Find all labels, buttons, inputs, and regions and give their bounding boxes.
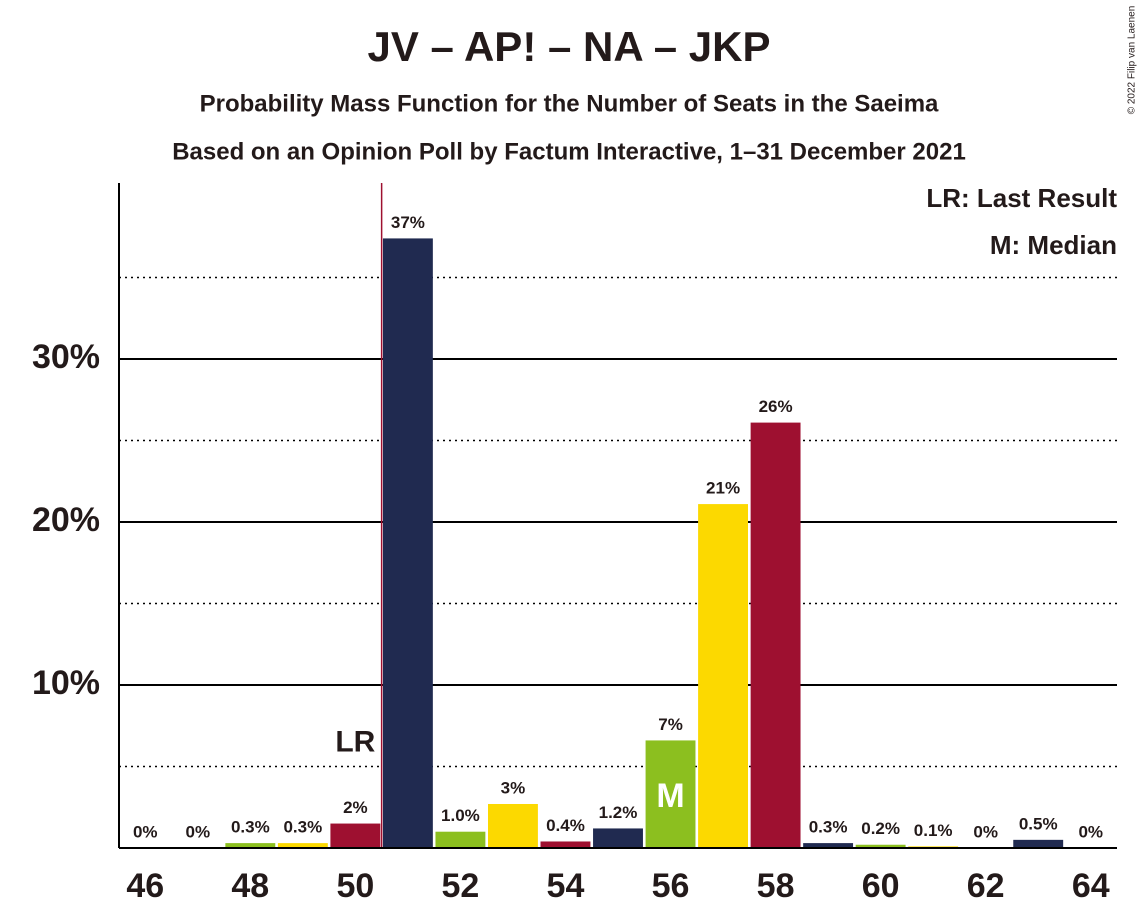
y-tick-label: 10% xyxy=(32,664,100,702)
annotation: LR xyxy=(335,725,375,758)
bar xyxy=(487,803,538,848)
value-label: 7% xyxy=(658,715,683,734)
bar xyxy=(540,841,591,848)
value-label: 26% xyxy=(759,397,793,416)
bar xyxy=(855,844,906,848)
value-label: 0% xyxy=(973,822,998,841)
value-label: 0% xyxy=(1078,822,1103,841)
value-label: 0% xyxy=(186,822,211,841)
value-label: 37% xyxy=(391,213,425,232)
chart-subtitle: Based on an Opinion Poll by Factum Inter… xyxy=(172,138,966,165)
annotation: M xyxy=(656,777,684,815)
bar xyxy=(803,843,854,848)
value-label: 0.5% xyxy=(1019,814,1058,833)
chart-subtitle: Probability Mass Function for the Number… xyxy=(200,90,939,117)
x-tick-label: 58 xyxy=(757,867,795,905)
y-tick-label: 20% xyxy=(32,501,100,539)
value-label: 2% xyxy=(343,798,368,817)
legend-entry: LR: Last Result xyxy=(926,183,1117,213)
value-label: 0.3% xyxy=(809,818,848,837)
bar xyxy=(330,823,381,848)
value-label: 0% xyxy=(133,822,158,841)
x-tick-label: 64 xyxy=(1072,867,1110,905)
x-tick-label: 62 xyxy=(967,867,1005,905)
chart-title: JV – AP! – NA – JKP xyxy=(367,23,770,70)
x-tick-label: 48 xyxy=(231,867,269,905)
value-label: 0.4% xyxy=(546,816,585,835)
value-label: 1.2% xyxy=(599,803,638,822)
legend-entry: M: Median xyxy=(990,230,1117,260)
value-label: 0.2% xyxy=(861,819,900,838)
copyright: © 2022 Filip van Laenen xyxy=(1127,6,1138,115)
y-tick-label: 30% xyxy=(32,338,100,376)
bar xyxy=(750,422,801,848)
bar xyxy=(593,828,643,848)
value-label: 21% xyxy=(706,479,740,498)
x-tick-label: 46 xyxy=(126,867,164,905)
bar xyxy=(645,740,696,848)
x-tick-label: 54 xyxy=(547,867,585,905)
value-label: 1.0% xyxy=(441,806,480,825)
bar xyxy=(277,843,328,848)
bar xyxy=(225,843,276,848)
value-label: 0.3% xyxy=(283,818,322,837)
x-tick-label: 56 xyxy=(652,867,690,905)
x-tick-label: 50 xyxy=(336,867,374,905)
bar xyxy=(698,504,749,848)
bar xyxy=(382,238,433,848)
value-label: 3% xyxy=(501,778,526,797)
bar xyxy=(1013,839,1064,848)
x-tick-label: 60 xyxy=(862,867,900,905)
value-label: 0.3% xyxy=(231,818,270,837)
bar xyxy=(435,831,486,848)
x-tick-label: 52 xyxy=(442,867,480,905)
value-label: 0.1% xyxy=(914,821,953,840)
